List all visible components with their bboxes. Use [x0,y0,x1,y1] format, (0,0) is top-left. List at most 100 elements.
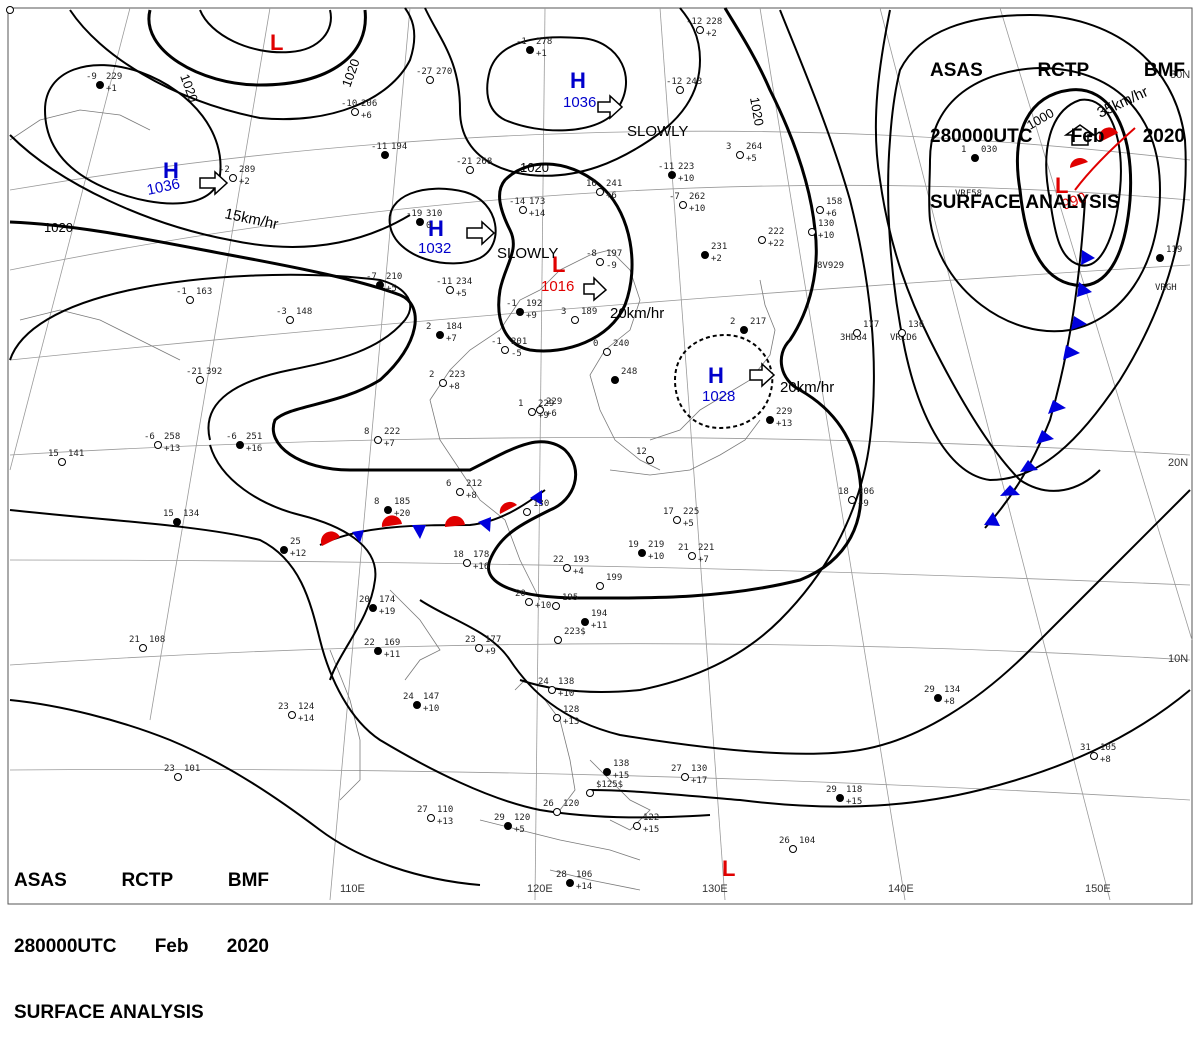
station-plot: 177 [853,320,879,337]
header-line-1: ASAS RCTP BMF [930,60,1185,82]
station-pressure: 134 [183,509,199,519]
station-pressure: $125$ [596,780,623,790]
station-circle [446,286,454,294]
station-tendency: +8 [449,382,460,392]
isobar-label: 1020 [520,160,549,175]
station-pressure: 184 [446,322,462,332]
station-pressure: 120 [563,799,579,809]
station-temperature: -14 [509,197,525,207]
station-temperature: -2 [219,165,230,175]
station-circle [789,845,797,853]
station-pressure: 177 [863,320,879,330]
station-pressure: 141 [68,449,84,459]
station-tendency: +10 [558,689,574,699]
station-temperature: -11 [371,142,387,152]
station-pressure: 231 [711,242,727,252]
low-center-letter: L [552,252,565,277]
station-plots: -9 229+1-10 206+6-27 270-1 278+1-12 228+2-12 2… [6,6,1182,892]
station-tendency: +6 [606,191,617,201]
station-circle [681,773,689,781]
station-pressure: 248 [621,367,637,377]
station-circle [553,714,561,722]
station-temperature: 29 [494,813,505,823]
station-circle [836,794,844,802]
isobar [69,7,416,121]
station-circle [679,201,687,209]
station-temperature: -12 [686,17,702,27]
low-center-value: 1016 [541,278,574,295]
station-tendency: +12 [290,549,306,559]
station-pressure: 201 [511,337,527,347]
station-circle [413,701,421,709]
station-temperature: 0 [593,339,598,349]
station-pressure: 251 [246,432,262,442]
station-tendency: +10 [648,552,664,562]
station-plot: 26 104 [779,836,815,853]
station-plot: 12 [636,447,654,464]
warm-front [1070,127,1136,191]
station-circle [696,26,704,34]
station-tendency: 0 [426,221,431,231]
isobar [887,13,1187,482]
station-plot: 25+12 [280,537,306,559]
station-pressure: 130 [533,499,549,509]
isobar [209,444,377,681]
station-temperature: -6 [226,432,237,442]
station-plot: 222+22 [758,227,784,249]
station-tendency: +6 [826,209,837,219]
station-plot: -11 234 +5 [436,277,472,299]
station-tendency: +4 [573,567,584,577]
station-temperature: 21 [129,635,140,645]
station-pressure: 158 [826,197,842,207]
station-temperature: -27 [416,67,432,77]
station-plot: 1 229 +9 [518,399,554,421]
station-temperature: 15 [163,509,174,519]
high-center-value: 1032 [418,240,451,257]
high-center-value: 1036 [563,94,596,111]
station-tendency: +10 [423,704,439,714]
station-tendency: +19 [379,607,395,617]
station-circle [586,789,594,797]
station-plot: -10 206 +6 [341,99,377,121]
header-line-2: 280000UTC Feb 2020 [930,126,1185,148]
station-circle [236,441,244,449]
station-plot: 136 [898,320,924,337]
isobar-label: 1020 [747,96,767,127]
station-temperature: 21 [678,543,689,553]
station-pressure: 173 [529,197,545,207]
station-pressure: 229 [106,72,122,82]
station-temperature: -6 [144,432,155,442]
station-tendency: -9 [606,261,617,271]
station-plot: 31 105 +8 [1080,743,1116,765]
station-pressure: 223 [678,162,694,172]
station-circle [426,76,434,84]
station-temperature: 3 [726,142,731,152]
high-center-letter: H [163,158,179,183]
station-pressure: 221 [698,543,714,553]
station-temperature: 17 [663,507,674,517]
station-pressure: 189 [581,307,597,317]
station-temperature: 22 [553,555,564,565]
station-pressure: 199 [606,573,622,583]
station-plot: 3 264 +5 [726,142,762,164]
header-line-1: ASAS RCTP BMF [14,870,269,892]
station-plot: -7 262 +10 [669,192,705,214]
station-temperature: 6 [446,479,451,489]
station-tendency: +14 [576,882,592,892]
station-tendency: +5 [683,519,694,529]
isobar-label: 1020 [177,72,201,104]
station-temperature: 24 [403,692,414,702]
station-circle [351,108,359,116]
motion-label: 20km/hr [610,305,664,322]
station-pressure: 229 [776,407,792,417]
station-circle [548,686,556,694]
graticule-labels: 110E 120E 130E 140E 150E 30N 20N 10N [340,69,1190,895]
isobar [9,273,412,441]
station-pressure: 130 [691,764,707,774]
station-plot: -3 148 [276,307,312,324]
station-tendency: +2 [711,254,722,264]
station-plot: 27 130 +17 [671,764,707,786]
station-temperature: 15 [48,449,59,459]
station-circle [374,436,382,444]
station-temperature: -12 [666,77,682,87]
